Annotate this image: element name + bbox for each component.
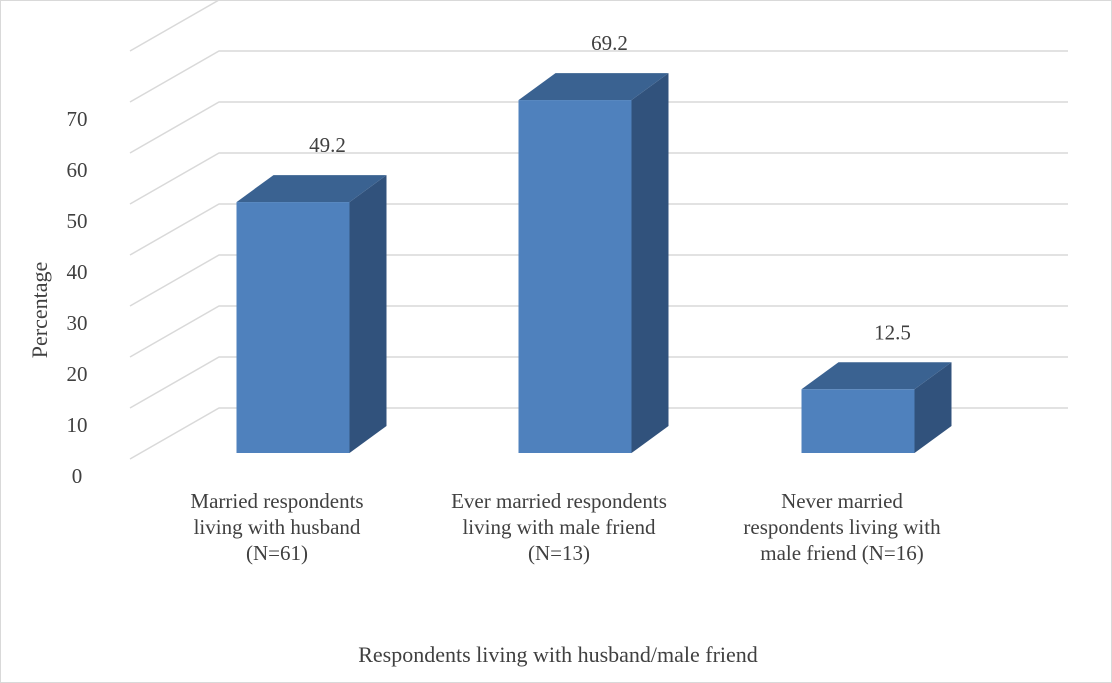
x-tick-label-line: living with male friend xyxy=(462,515,656,539)
x-tick-label: Married respondents living with husband (N… xyxy=(190,489,363,565)
gridline xyxy=(129,152,1068,205)
gridline xyxy=(129,305,1068,358)
bar xyxy=(518,100,632,453)
data-label: 69.2 xyxy=(591,31,628,55)
bar xyxy=(801,389,915,453)
x-tick-label: Ever married respondents living with male… xyxy=(451,489,667,565)
y-tick-label: 20 xyxy=(67,362,88,386)
y-tick-label: 30 xyxy=(67,311,88,335)
x-axis-title: Respondents living with husband/male fri… xyxy=(358,642,758,667)
bar-top xyxy=(236,175,387,203)
x-tick-label-line: Ever married respondents xyxy=(451,489,667,513)
x-tick-label-line: (N=13) xyxy=(528,541,590,565)
gridline xyxy=(129,101,1068,154)
y-tick-label: 10 xyxy=(67,413,88,437)
gridline xyxy=(129,50,1068,103)
x-tick-label-line: male friend (N=16) xyxy=(760,541,923,565)
bar-side xyxy=(349,175,387,453)
y-tick-label: 50 xyxy=(67,209,88,233)
gridline xyxy=(129,0,1068,52)
bar-side xyxy=(631,73,669,453)
y-axis-title: Percentage xyxy=(27,262,52,359)
y-tick-label: 60 xyxy=(67,158,88,182)
x-tick-label: Never married respondents living with male… xyxy=(743,489,941,565)
data-label: 49.2 xyxy=(309,133,346,157)
y-tick-label: 40 xyxy=(67,260,88,284)
gridline xyxy=(129,203,1068,256)
y-tick-label: 70 xyxy=(67,107,88,131)
bar-top xyxy=(518,73,669,101)
bar xyxy=(236,202,350,453)
gridline xyxy=(129,356,1068,409)
x-tick-label-line: Married respondents xyxy=(190,489,363,513)
x-tick-label-line: (N=61) xyxy=(246,541,308,565)
x-tick-label-line: respondents living with xyxy=(743,515,941,539)
x-tick-label-line: living with husband xyxy=(194,515,361,539)
bar-side xyxy=(914,362,952,453)
bars xyxy=(236,73,952,453)
gridlines xyxy=(129,0,1068,460)
bar-top xyxy=(801,362,952,390)
data-label: 12.5 xyxy=(874,320,911,344)
x-tick-label-line: Never married xyxy=(781,489,903,513)
gridline xyxy=(129,407,1068,460)
y-tick-label: 0 xyxy=(72,464,83,488)
gridline xyxy=(129,254,1068,307)
